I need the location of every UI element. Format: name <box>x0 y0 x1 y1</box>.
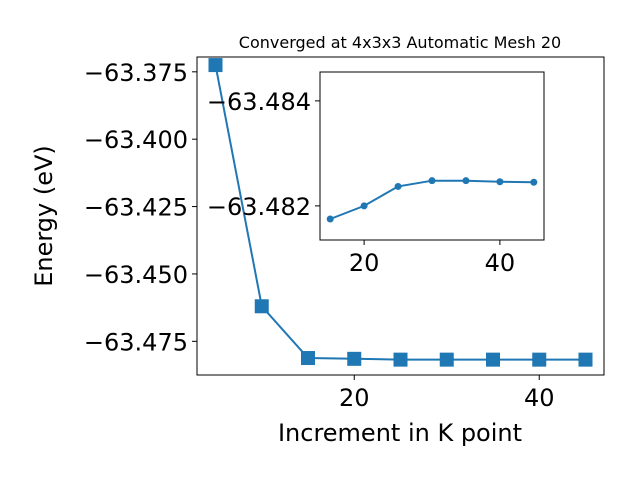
y-axis-label: Energy (eV) <box>30 145 58 287</box>
inset-data-point <box>428 177 436 185</box>
inset-y-tick-label: −63.484 <box>207 88 311 116</box>
inset-data-point <box>462 177 470 185</box>
y-tick-label: −63.450 <box>84 261 188 289</box>
inset-data-point <box>326 215 334 223</box>
data-point <box>486 352 500 367</box>
inset-y-axis-ticks: −63.482 −63.484 <box>207 88 320 221</box>
main-series <box>208 58 593 367</box>
x-tick-label: 40 <box>524 384 555 412</box>
main-plot-frame <box>196 56 605 376</box>
x-axis-label: Increment in K point <box>278 419 522 447</box>
chart-title: Converged at 4x3x3 Automatic Mesh 20 <box>239 33 561 52</box>
x-axis-ticks: 20 40 <box>339 375 555 412</box>
data-point <box>301 351 315 366</box>
inset-plot-frame <box>319 71 545 241</box>
data-point <box>208 58 223 73</box>
main-chart: Converged at 4x3x3 Automatic Mesh 20 Inc… <box>30 33 605 447</box>
inset-data-point <box>530 178 538 186</box>
inset-y-tick-label: −63.482 <box>207 193 311 221</box>
y-tick-label: −63.400 <box>84 126 188 154</box>
data-point <box>578 352 593 367</box>
inset-x-tick-label: 40 <box>485 249 516 277</box>
y-tick-label: −63.425 <box>84 194 188 222</box>
inset-series <box>326 177 538 223</box>
data-point <box>439 352 454 367</box>
y-tick-label: −63.375 <box>84 59 188 87</box>
inset-x-tick-label: 20 <box>349 249 380 277</box>
data-point <box>347 351 362 366</box>
data-point <box>532 352 547 367</box>
inset-data-point <box>496 178 504 186</box>
data-point <box>254 299 269 314</box>
y-axis-ticks: −63.375 −63.400 −63.425 −63.450 −63.475 <box>84 59 197 356</box>
inset-data-point <box>360 202 368 210</box>
inset-x-axis-ticks: 20 40 <box>349 240 515 277</box>
inset-chart: 20 40 −63.482−63.484 <box>207 71 545 277</box>
inset-data-point <box>394 182 402 190</box>
data-point <box>393 352 408 367</box>
y-tick-label: −63.475 <box>84 328 188 356</box>
x-tick-label: 20 <box>339 384 370 412</box>
